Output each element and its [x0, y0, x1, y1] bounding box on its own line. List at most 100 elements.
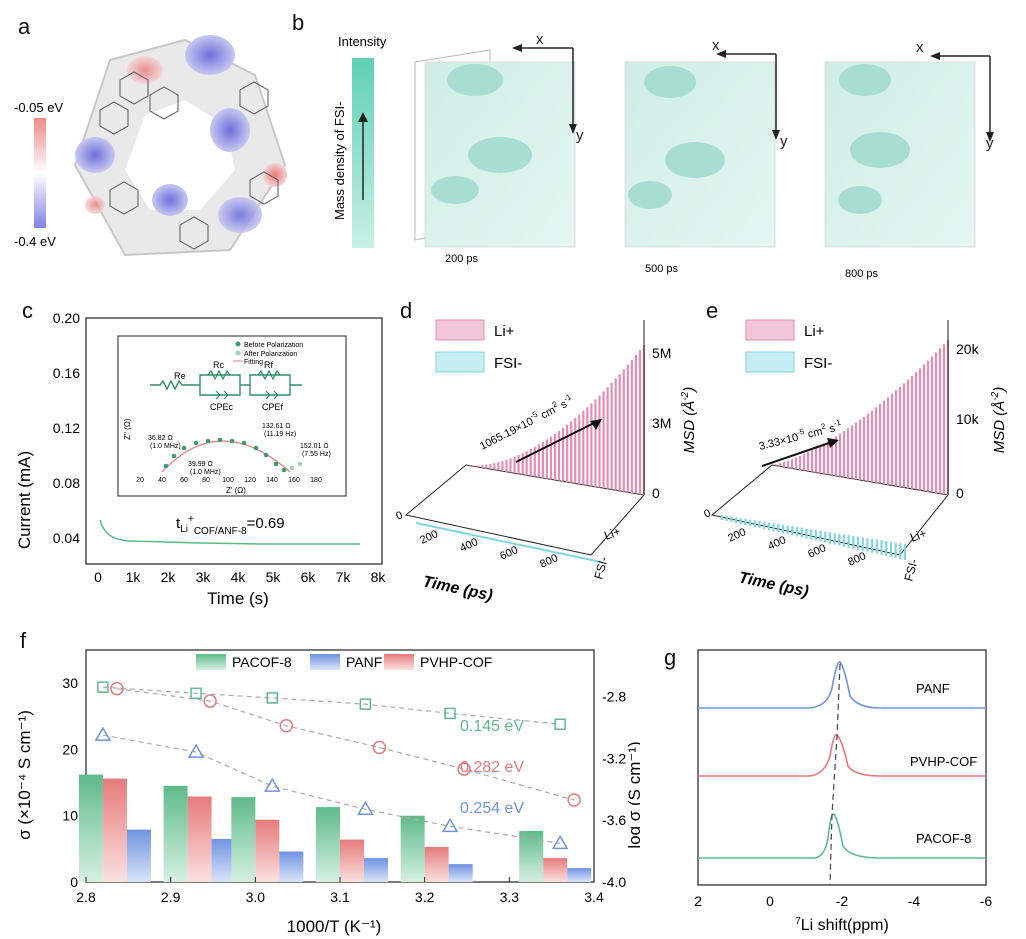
legend-fitting: Fitting — [244, 359, 263, 366]
e-rate-unit2-exp: -1 — [833, 418, 843, 429]
bar-pvhp-cof — [187, 796, 212, 882]
f-ytick-right: -2.8 — [602, 688, 626, 704]
marker-pvhp — [279, 719, 294, 733]
c-tli-label: tLi+COF/ANF-8=0.69 — [176, 514, 285, 537]
inset-xtick: 140 — [266, 477, 278, 484]
inset-ann: (11.19 Hz) — [264, 431, 296, 438]
f-xtick: 3.3 — [500, 889, 520, 905]
inset-ann: (1.0 MHz) — [190, 469, 221, 476]
d-ztick: 3M — [652, 415, 671, 431]
panel-f-chart: σ (×10⁻⁴ S cm⁻¹) log σ (S cm⁻¹) 1000/T (… — [15, 649, 640, 936]
f-xtick: 3.2 — [415, 889, 435, 905]
inset-xtick: 80 — [202, 477, 210, 484]
scale-top-label: -0.05 eV — [14, 100, 63, 115]
density-map-200ps: 200 ps — [414, 49, 576, 265]
time-label-500ps: 500 ps — [645, 263, 679, 275]
circuit-re: Re — [174, 371, 186, 381]
fit-line-panf — [102, 734, 561, 844]
mass-density-label: Mass density of FSI- — [332, 102, 347, 220]
f-ea-pacof: 0.145 eV — [460, 718, 524, 735]
g-xtick: -4 — [908, 893, 921, 909]
bar-panf — [364, 858, 388, 882]
bar-pacof-8 — [231, 797, 256, 882]
d-rate-exp: -5 — [529, 409, 540, 420]
panel-g-nmr: PANF PVHP-COF PACOF-8 2 0 -2 -4 -6 7Li s… — [694, 649, 993, 934]
f-legend-pacof: PACOF-8 — [232, 654, 292, 670]
d-zticks: 5M 3M 0 — [652, 345, 671, 501]
fit-line-pacof-8 — [102, 686, 561, 725]
inset-ann: 39.99 Ω — [188, 461, 213, 468]
d-species-fsi: FSI- — [591, 555, 610, 581]
marker-pacof — [359, 698, 372, 710]
marker-pvhp — [567, 793, 581, 807]
c-yticks: 0.20 0.16 0.12 0.08 0.04 — [53, 310, 80, 546]
marker-pacof — [190, 687, 202, 700]
c-xtick: 5k — [266, 569, 282, 585]
e-xtick: 0 — [702, 507, 713, 520]
c-tli-sub: Li — [180, 524, 188, 535]
g-label-pacof: PACOF-8 — [916, 831, 971, 846]
c-xlabel: Time (s) — [207, 589, 269, 608]
e-legend: Li+ FSI- — [745, 319, 832, 373]
f-xtick: 3.1 — [330, 889, 350, 905]
d-legend: Li+ FSI- — [435, 319, 522, 373]
inset-xtick: 180 — [310, 477, 322, 484]
g-label-pvhp: PVHP-COF — [910, 754, 977, 769]
inset-xtick: 60 — [180, 477, 188, 484]
color-scale-bar — [34, 118, 46, 228]
marker-panf — [187, 743, 205, 758]
panel-label-c: c — [22, 298, 33, 323]
e-ztick: 20k — [956, 341, 980, 357]
bar-pvhp-cof — [543, 858, 568, 882]
e-rate-exp: -5 — [796, 427, 806, 438]
y-axis-label: y — [780, 133, 788, 150]
e-legend-li: Li+ — [804, 323, 825, 340]
g-xtick: -6 — [980, 893, 993, 909]
e-zticks: 20k 10k 0 — [956, 341, 980, 501]
marker-panf — [441, 817, 459, 833]
d-legend-li: Li+ — [494, 323, 515, 340]
density-map-500ps: 500 ps — [624, 61, 776, 275]
d-zlabel-main: MSD (Å — [681, 401, 698, 454]
f-ytick: 20 — [62, 741, 78, 757]
f-legend-panf: PANF — [346, 654, 382, 670]
panel-d-msd-3d: Li+ FSI- 5M 3M 0 MSD (Å-2) 1065.19×10-5 … — [396, 319, 698, 605]
c-xtick: 1k — [126, 569, 142, 585]
f-xtick: 3.4 — [584, 889, 604, 905]
marker-pacof — [554, 718, 566, 730]
bar-pacof-8 — [163, 785, 188, 882]
c-tli-value: =0.69 — [247, 515, 285, 532]
e-rate-unit-exp: 2 — [820, 421, 827, 431]
marker-panf — [94, 726, 112, 741]
inset-xtick: 20 — [136, 477, 144, 484]
inset-xtick: 120 — [244, 477, 256, 484]
c-xtick: 2k — [161, 569, 177, 585]
c-xtick: 7k — [336, 569, 352, 585]
y-axis-label: y — [986, 135, 994, 152]
circuit-rf: Rf — [264, 360, 273, 370]
f-xticks: 2.8 2.9 3.0 3.1 3.2 3.3 3.4 — [76, 877, 604, 905]
c-current-trace — [99, 519, 360, 545]
g-trace-panf — [698, 661, 986, 709]
marker-pacof — [444, 707, 456, 720]
e-legend-fsi: FSI- — [804, 355, 832, 372]
e-xlabel: Time (ps) — [737, 569, 810, 600]
d-rate: 1065.19×10-5 cm2 s-1 — [477, 392, 576, 453]
g-label-panf: PANF — [916, 681, 950, 696]
marker-panf — [263, 777, 281, 792]
f-ytick: 0 — [70, 874, 78, 890]
c-axes-frame — [85, 317, 383, 565]
panel-a-esp-map: -0.05 eV -0.4 eV — [14, 35, 287, 257]
inset-ann: 152.01 Ω — [300, 443, 329, 450]
marker-panf — [551, 834, 569, 850]
g-xtick: 0 — [766, 893, 774, 909]
f-ylabel: σ (×10⁻⁴ S cm⁻¹) — [15, 710, 34, 840]
marker-pvhp — [110, 681, 124, 696]
e-rate: 3.33×10-5 cm2 s-1 — [757, 418, 844, 453]
d-xtick: 800 — [538, 552, 560, 571]
c-circuit: Re Rc Rf CPEc CPEf — [150, 360, 302, 412]
f-markers — [94, 681, 581, 850]
bar-pacof-8 — [400, 815, 425, 882]
f-xtick: 3.0 — [246, 889, 266, 905]
bar-panf — [279, 851, 304, 882]
